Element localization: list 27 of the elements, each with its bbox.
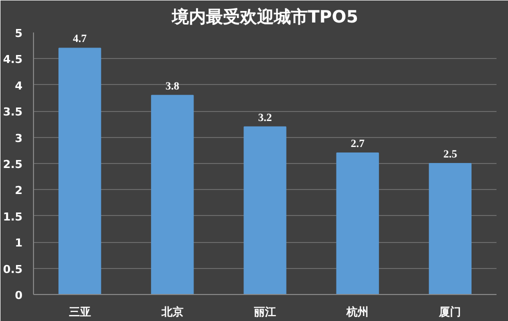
- y-tick-label: 2.5: [3, 158, 23, 171]
- y-tick-label: 1: [14, 236, 22, 250]
- bar: [336, 152, 379, 294]
- data-label: 2.7: [350, 138, 365, 150]
- y-tick-label: 0.5: [3, 262, 23, 276]
- y-tick-label: 0: [14, 289, 23, 302]
- data-label: 2.5: [443, 148, 458, 160]
- y-tick-label: 2: [14, 184, 22, 198]
- data-label: 3.8: [166, 80, 180, 92]
- y-tick-label: 3: [14, 132, 22, 145]
- y-tick-label: 3.5: [3, 106, 23, 119]
- y-tick-label: 4.5: [3, 53, 23, 66]
- data-label: 4.7: [72, 33, 88, 46]
- x-tick-label: 厦门: [438, 306, 462, 318]
- chart-title: 境内最受欢迎城市TPO5: [170, 8, 358, 28]
- bar: [151, 94, 194, 294]
- y-tick-label: 5: [14, 27, 22, 40]
- data-label: 3.2: [258, 112, 272, 124]
- x-tick-label: 杭州: [346, 306, 369, 318]
- bar: [58, 48, 102, 294]
- y-tick-label: 4: [14, 79, 23, 92]
- x-tick-label: 北京: [160, 306, 184, 318]
- bar: [428, 163, 472, 294]
- x-tick-label: 丽江: [253, 306, 276, 318]
- x-tick-label: 三亚: [68, 306, 91, 318]
- bar: [244, 126, 286, 294]
- y-tick-label: 1.5: [3, 210, 23, 224]
